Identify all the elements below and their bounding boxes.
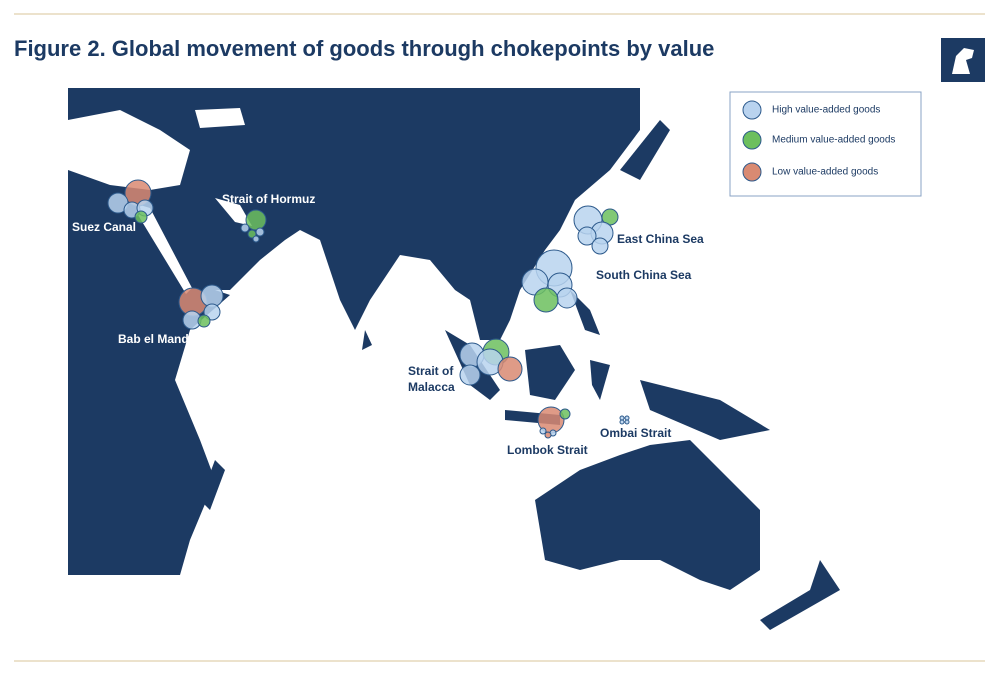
place-labels: Suez Canal Strait of Hormuz Bab el Mande… [72,192,704,457]
red-sea [138,205,192,294]
place-label: East China Sea [617,232,704,246]
australia [535,440,760,590]
borneo [525,345,575,400]
sri-lanka [362,330,372,350]
bubble [577,226,597,246]
bubble [252,235,260,243]
new-zealand [760,560,840,630]
bubble [544,431,552,439]
place-label: South China Sea [596,268,692,282]
legend-swatch [742,162,762,182]
bubble [247,229,257,239]
bubble [134,210,148,224]
place-label: Lombok Strait [507,443,588,457]
japan [620,120,670,180]
landmass [68,88,640,575]
new-guinea [640,380,770,440]
legend-box [729,91,922,197]
bubble [255,227,265,237]
bubble [556,287,578,309]
legend-label: Medium value-added goods [772,135,895,146]
legend-swatch [742,100,762,120]
map [68,88,840,630]
bubble [559,408,571,420]
bubble [533,287,559,313]
bubble [591,237,609,255]
place-label: Strait of [408,364,454,378]
title: Figure 2. Global movement of goods throu… [14,36,714,61]
bubble [624,419,630,425]
bubble [497,356,523,382]
place-label: Ombai Strait [600,426,671,440]
bubbles [107,179,630,439]
mediterranean [68,110,190,190]
bubble [459,364,481,386]
philippines [570,290,600,335]
legend-label: Low value-added goods [772,167,878,178]
black-sea [195,108,245,128]
bubble [624,415,630,421]
legend-swatch [742,130,762,150]
place-label: Malacca [408,380,455,394]
bubble [619,419,625,425]
logo-mark [952,48,974,74]
madagascar [200,460,225,510]
sulawesi [590,360,610,400]
persian-gulf [215,198,252,226]
bubble [197,314,211,328]
legend: High value-added goods Medium value-added… [729,91,922,197]
bubble [619,415,625,421]
place-label: Suez Canal [72,220,136,234]
place-label: Bab el Mandeb [118,332,203,346]
bubble [539,427,547,435]
bubble [240,223,250,233]
place-label: Strait of Hormuz [222,192,315,206]
legend-label: High value-added goods [772,105,880,116]
